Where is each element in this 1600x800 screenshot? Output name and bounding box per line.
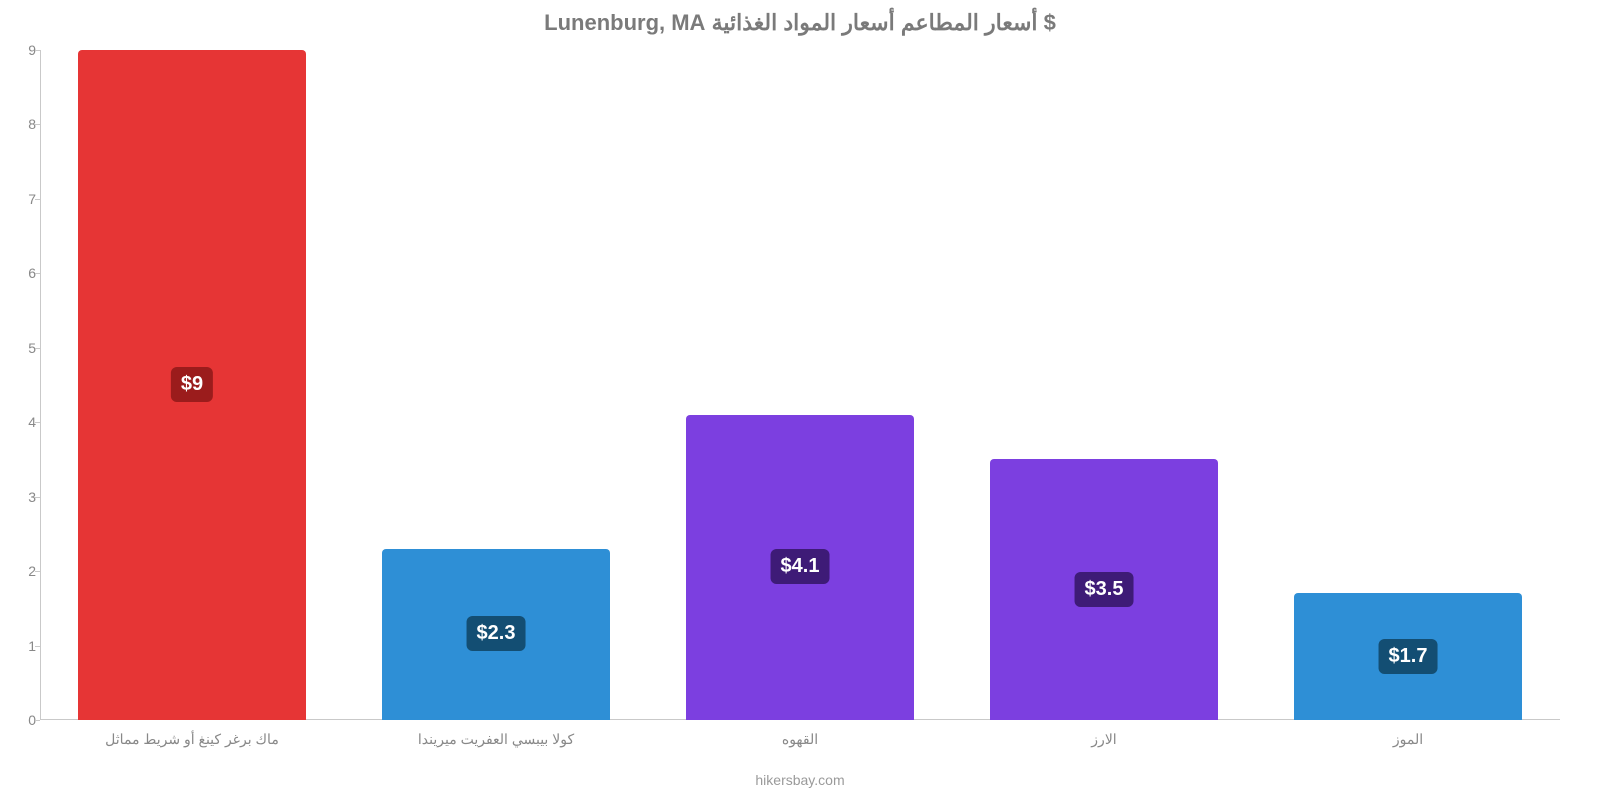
x-tick-label: الارز (1091, 731, 1116, 748)
y-tick-mark (35, 124, 40, 125)
x-tick-label: الموز (1393, 731, 1423, 748)
value-badge: $4.1 (771, 549, 830, 584)
y-tick-mark (35, 422, 40, 423)
bars-container: $9ماك برغر كينغ أو شريط مماثل$2.3كولا بي… (40, 50, 1560, 720)
value-badge: $1.7 (1379, 639, 1438, 674)
y-tick-label: 0 (10, 712, 36, 728)
y-tick-label: 8 (10, 116, 36, 132)
value-badge: $2.3 (467, 616, 526, 651)
y-tick-label: 2 (10, 563, 36, 579)
price-bar-chart: $ أسعار المطاعم أسعار المواد الغذائية Lu… (0, 0, 1600, 800)
y-tick-mark (35, 497, 40, 498)
value-badge: $9 (171, 367, 213, 402)
y-tick-mark (35, 50, 40, 51)
y-tick-mark (35, 199, 40, 200)
x-tick-label: القهوه (782, 731, 818, 748)
y-tick-label: 9 (10, 42, 36, 58)
y-tick-mark (35, 273, 40, 274)
value-badge: $3.5 (1075, 572, 1134, 607)
plot-area: $9ماك برغر كينغ أو شريط مماثل$2.3كولا بي… (40, 50, 1560, 720)
y-tick-mark (35, 646, 40, 647)
chart-credit: hikersbay.com (0, 772, 1600, 788)
y-tick-label: 1 (10, 638, 36, 654)
y-tick-label: 5 (10, 340, 36, 356)
y-tick-label: 3 (10, 489, 36, 505)
x-tick-label: كولا بيبسي العفريت ميريندا (418, 731, 574, 748)
y-tick-label: 6 (10, 265, 36, 281)
y-tick-mark (35, 348, 40, 349)
x-tick-label: ماك برغر كينغ أو شريط مماثل (105, 731, 279, 748)
chart-title: $ أسعار المطاعم أسعار المواد الغذائية Lu… (0, 10, 1600, 36)
y-tick-mark (35, 720, 40, 721)
y-tick-mark (35, 571, 40, 572)
y-tick-label: 4 (10, 414, 36, 430)
y-tick-label: 7 (10, 191, 36, 207)
